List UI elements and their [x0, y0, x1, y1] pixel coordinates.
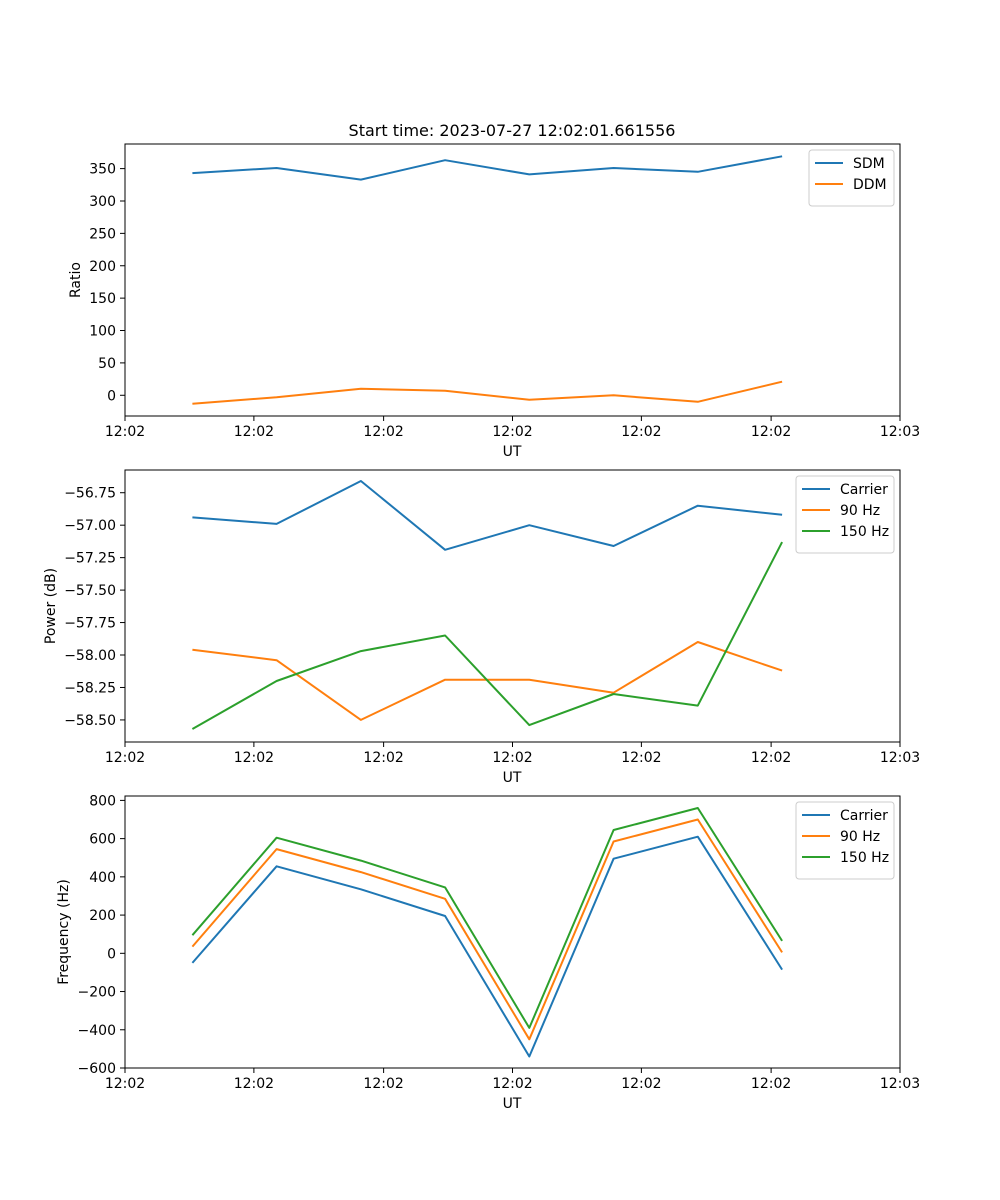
x-tick-label: 12:02	[234, 1076, 274, 1092]
legend: Carrier 90 Hz 150 Hz	[795, 801, 895, 880]
y-tick-label: −400	[78, 1023, 116, 1039]
x-tick-label: 12:02	[105, 750, 145, 766]
x-tick-label: 12:02	[363, 424, 403, 440]
y-tick-label: 800	[89, 793, 116, 809]
series-line-90-hz	[191, 818, 783, 1041]
y-tick-label: 300	[89, 194, 116, 210]
legend-box	[795, 801, 895, 880]
y-axis-label: Power (dB)	[43, 568, 59, 644]
y-tick-label: 200	[89, 259, 116, 275]
x-tick-label: 12:03	[880, 750, 920, 766]
x-axis-label: UT	[503, 770, 522, 786]
x-tick-label: 12:02	[105, 424, 145, 440]
y-tick-label: 50	[98, 356, 116, 372]
y-axis-label: Ratio	[68, 262, 84, 298]
x-tick-label: 12:03	[880, 424, 920, 440]
x-tick-label: 12:02	[621, 1076, 661, 1092]
y-tick-label: −58.00	[64, 648, 116, 664]
y-axis-label: Frequency (Hz)	[56, 879, 72, 985]
series-line-150-hz	[191, 807, 783, 1029]
figure-title: Start time: 2023-07-27 12:02:01.661556	[349, 121, 676, 140]
y-tick-label: −56.75	[64, 486, 116, 502]
series-line-carrier	[191, 835, 783, 1058]
x-tick-label: 12:02	[363, 750, 403, 766]
x-axis-label: UT	[503, 1096, 522, 1112]
legend-label: Carrier	[840, 808, 888, 824]
x-tick-label: 12:02	[105, 1076, 145, 1092]
frequency-panel: 12:02 12:02 12:02 12:02 12:02 12:02 12:03 −600 −…	[56, 793, 920, 1112]
axes-frame	[124, 795, 901, 1069]
legend: Carrier 90 Hz 150 Hz	[795, 475, 895, 554]
y-tick-label: −57.00	[64, 518, 116, 534]
x-tick-label: 12:02	[492, 424, 532, 440]
y-tick-label: 250	[89, 226, 116, 242]
legend-label: 150 Hz	[840, 524, 889, 540]
y-tick-label: −57.25	[64, 551, 116, 567]
series-line-sdm	[192, 155, 783, 181]
y-tick-label: 350	[89, 162, 116, 178]
y-tick-label: 200	[89, 908, 116, 924]
ratio-panel: 12:02 12:02 12:02 12:02 12:02 12:02 12:03 0 50 10…	[68, 143, 920, 460]
power-panel: 12:02 12:02 12:02 12:02 12:02 12:02 12:03 −58.5…	[43, 469, 920, 786]
y-tick-label: −600	[78, 1061, 116, 1077]
series-line-150-hz	[191, 541, 783, 730]
legend: SDM DDM	[808, 149, 895, 207]
legend-label: DDM	[853, 177, 887, 193]
x-axis-label: UT	[503, 444, 522, 460]
y-tick-label: 400	[89, 870, 116, 886]
x-tick-label: 12:02	[751, 750, 791, 766]
x-tick-label: 12:02	[621, 750, 661, 766]
x-tick-label: 12:02	[751, 1076, 791, 1092]
y-tick-label: −58.50	[64, 713, 116, 729]
x-tick-label: 12:02	[492, 750, 532, 766]
legend-box	[795, 475, 895, 554]
x-tick-label: 12:03	[880, 1076, 920, 1092]
legend-label: SDM	[853, 156, 885, 172]
axes-frame	[124, 143, 901, 417]
y-tick-label: −200	[78, 985, 116, 1001]
legend-label: Carrier	[840, 482, 888, 498]
x-tick-label: 12:02	[234, 424, 274, 440]
axes-frame	[124, 469, 901, 743]
y-tick-label: 0	[107, 946, 116, 962]
x-tick-label: 12:02	[234, 750, 274, 766]
series-line-ddm	[192, 380, 783, 405]
x-tick-label: 12:02	[621, 424, 661, 440]
y-tick-label: −58.25	[64, 680, 116, 696]
y-tick-label: 600	[89, 832, 116, 848]
x-tick-label: 12:02	[363, 1076, 403, 1092]
x-tick-label: 12:02	[751, 424, 791, 440]
legend-label: 150 Hz	[840, 850, 889, 866]
series-line-carrier	[192, 480, 783, 551]
x-tick-label: 12:02	[492, 1076, 532, 1092]
y-tick-label: −57.50	[64, 583, 116, 599]
y-tick-label: 150	[89, 291, 116, 307]
legend-label: 90 Hz	[840, 829, 880, 845]
legend-label: 90 Hz	[840, 503, 880, 519]
y-tick-label: 0	[107, 388, 116, 404]
y-tick-label: −57.75	[64, 616, 116, 632]
y-tick-label: 100	[89, 324, 116, 340]
